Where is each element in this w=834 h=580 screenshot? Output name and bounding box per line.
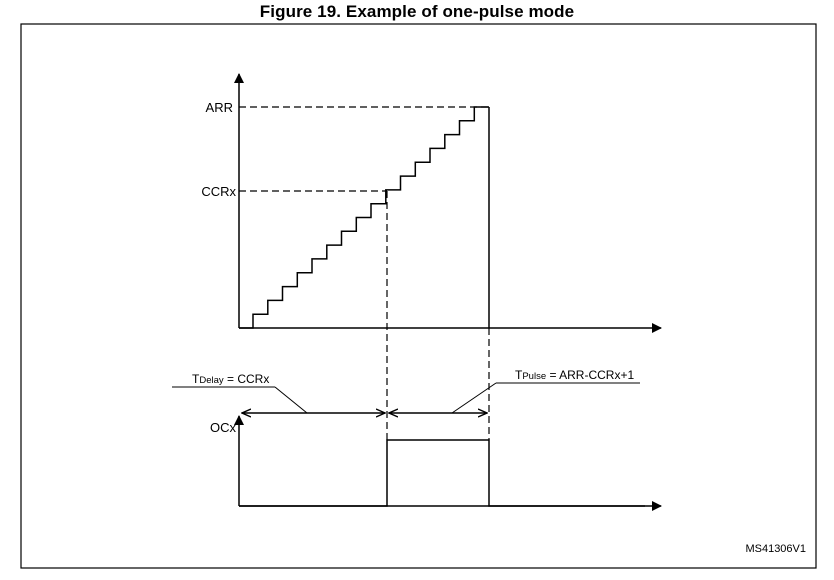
tpulse-rest: = ARR-CCRx+1 (546, 368, 634, 382)
tdelay-label: TDelay = CCRx (192, 372, 269, 386)
tpulse-leader-line (451, 382, 497, 414)
tdelay-rest: = CCRx (224, 372, 270, 386)
ocx-label: OCx (210, 420, 237, 435)
tdelay-subscript: Delay (199, 375, 224, 386)
tpulse-subscript: Pulse (522, 371, 546, 382)
tpulse-prefix: T (515, 368, 523, 382)
counter-staircase (239, 106, 489, 329)
tpulse-label: TPulse = ARR-CCRx+1 (515, 368, 634, 382)
ccrx-label: CCRx (201, 184, 236, 199)
figure-code: MS41306V1 (745, 543, 806, 555)
ocx-pulse-waveform (239, 439, 645, 507)
figure-border (20, 23, 817, 569)
figure-title: Figure 19. Example of one-pulse mode (259, 2, 575, 21)
tdelay-prefix: T (192, 372, 200, 386)
tdelay-leader-line (274, 386, 308, 414)
arr-label: ARR (206, 100, 233, 115)
